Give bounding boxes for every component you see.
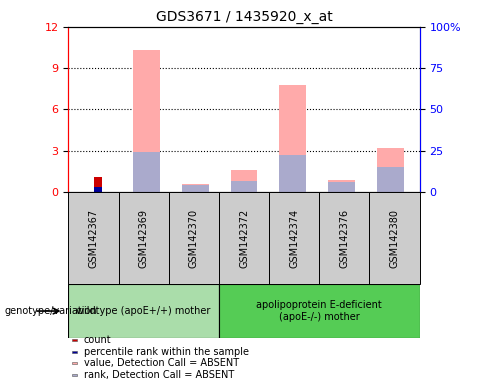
Bar	[182, 185, 209, 192]
Bar	[133, 50, 160, 192]
Text: value, Detection Call = ABSENT: value, Detection Call = ABSENT	[84, 358, 239, 368]
Text: GSM142376: GSM142376	[339, 209, 349, 268]
Bar	[219, 284, 420, 338]
Bar	[231, 170, 258, 192]
Text: wildtype (apoE+/+) mother: wildtype (apoE+/+) mother	[77, 306, 211, 316]
Bar	[280, 85, 306, 192]
Bar	[328, 180, 355, 192]
Bar	[377, 167, 404, 192]
Bar	[182, 184, 209, 192]
Text: GSM142380: GSM142380	[389, 209, 400, 268]
Bar	[72, 374, 77, 376]
Text: percentile rank within the sample: percentile rank within the sample	[84, 347, 249, 357]
Text: apolipoprotein E-deficient
(apoE-/-) mother: apolipoprotein E-deficient (apoE-/-) mot…	[256, 300, 382, 322]
Text: GSM142374: GSM142374	[289, 209, 299, 268]
Bar	[133, 152, 160, 192]
Bar	[68, 284, 219, 338]
Text: GSM142372: GSM142372	[239, 209, 249, 268]
Text: genotype/variation: genotype/variation	[5, 306, 98, 316]
Bar	[269, 192, 319, 284]
Bar	[119, 192, 169, 284]
Bar	[94, 187, 102, 192]
Bar	[377, 148, 404, 192]
Text: count: count	[84, 335, 112, 345]
Bar	[68, 192, 119, 284]
Title: GDS3671 / 1435920_x_at: GDS3671 / 1435920_x_at	[156, 10, 332, 25]
Bar	[369, 192, 420, 284]
Bar	[231, 181, 258, 192]
Bar	[72, 362, 77, 364]
Text: GSM142370: GSM142370	[189, 209, 199, 268]
Bar	[169, 192, 219, 284]
Bar	[219, 192, 269, 284]
Bar	[94, 177, 102, 192]
Bar	[72, 339, 77, 341]
Text: rank, Detection Call = ABSENT: rank, Detection Call = ABSENT	[84, 370, 234, 380]
Text: GSM142367: GSM142367	[88, 209, 99, 268]
Text: GSM142369: GSM142369	[139, 209, 149, 268]
Bar	[72, 351, 77, 353]
Bar	[319, 192, 369, 284]
Bar	[280, 155, 306, 192]
Bar	[328, 182, 355, 192]
